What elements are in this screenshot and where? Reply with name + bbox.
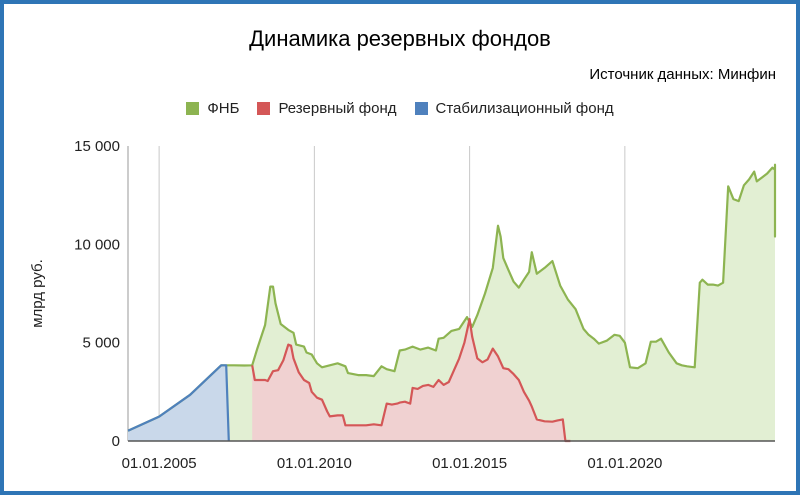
series-line-1 — [251, 318, 571, 443]
y-tick-label-1: 5 000 — [82, 335, 120, 352]
y-tick-label-0: 0 — [112, 433, 120, 450]
legend-label-0: ФНБ — [207, 100, 240, 117]
legend-swatch-2 — [414, 102, 428, 115]
x-tick-label-2: 01.01.2015 — [432, 455, 507, 472]
series-line-0 — [127, 163, 777, 432]
legend-label-1: Резервный фонд — [278, 100, 397, 117]
legend-item-1: Резервный фонд — [257, 100, 397, 117]
y-tick-label-2: 10 000 — [74, 236, 120, 253]
legend-swatch-0 — [186, 102, 200, 115]
y-tick-label-3: 15 000 — [74, 138, 120, 155]
series-area-1 — [252, 319, 571, 441]
x-tick-label-1: 01.01.2010 — [277, 455, 352, 472]
y-axis-title: млрд руб. — [29, 259, 46, 328]
chart-legend: ФНБ Резервный фонд Стабилизационный фонд — [0, 100, 800, 117]
legend-label-2: Стабилизационный фонд — [435, 100, 614, 117]
legend-item-0: ФНБ — [186, 100, 239, 117]
chart-title: Динамика резервных фондов — [249, 26, 551, 51]
chart-source: Источник данных: Минфин — [589, 66, 776, 83]
x-tick-label-3: 01.01.2020 — [587, 455, 662, 472]
legend-swatch-1 — [257, 102, 271, 115]
legend-item-2: Стабилизационный фонд — [414, 100, 614, 117]
x-tick-label-0: 01.01.2005 — [122, 455, 197, 472]
series-line-2 — [127, 364, 230, 442]
